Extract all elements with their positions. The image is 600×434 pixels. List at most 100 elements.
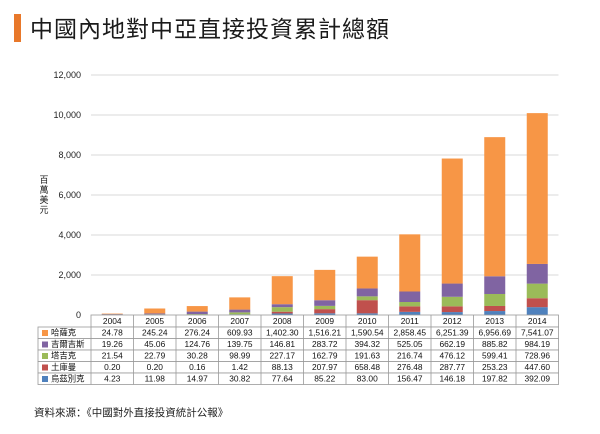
bar-segment <box>186 314 208 315</box>
data-label: 1.42 <box>232 362 249 372</box>
data-label: 146.18 <box>439 374 465 384</box>
data-label: 394.32 <box>354 339 380 349</box>
legend-entry: 吉爾吉斯 <box>51 339 85 349</box>
legend-swatch <box>42 341 48 348</box>
bar-segment <box>399 306 421 312</box>
data-label: 392.09 <box>524 374 550 384</box>
x-tick-label: 2011 <box>401 316 419 326</box>
data-label: 227.17 <box>269 351 295 361</box>
data-label: 1,402.30 <box>266 328 299 338</box>
bar-segment <box>314 309 336 314</box>
data-label: 139.75 <box>227 339 253 349</box>
data-label: 88.13 <box>272 362 293 372</box>
data-label: 98.99 <box>229 351 250 361</box>
bar-segment <box>356 300 378 314</box>
data-label: 22.79 <box>144 351 165 361</box>
bar-segment <box>484 305 506 312</box>
source-note: 資料來源：《中國對外直接投資統計公報》 <box>34 407 229 419</box>
bar-segment <box>314 300 336 306</box>
bar-segment <box>484 137 506 277</box>
title-accent-bar <box>14 14 21 42</box>
y-tick-label: 6,000 <box>58 190 81 200</box>
data-label: 728.96 <box>524 351 550 361</box>
bar-segment <box>314 269 336 301</box>
bar-segment <box>356 296 378 301</box>
data-label: 6,956.69 <box>478 328 511 338</box>
data-label: 85.22 <box>314 374 335 384</box>
bar-segment <box>399 291 421 303</box>
data-label: 525.05 <box>397 339 423 349</box>
bar-segment <box>271 313 293 315</box>
y-axis-label-char: 萬 <box>39 184 48 196</box>
x-tick-label: 2004 <box>103 316 122 326</box>
data-label: 124.76 <box>184 339 210 349</box>
data-label: 245.24 <box>142 328 168 338</box>
table-row <box>37 372 559 385</box>
bar-segment <box>526 307 548 315</box>
x-tick-label: 2013 <box>485 316 504 326</box>
bar-segment <box>526 283 548 299</box>
data-label: 83.00 <box>357 374 378 384</box>
x-tick-label: 2008 <box>273 316 292 326</box>
data-label: 4.23 <box>104 374 121 384</box>
x-tick-label: 2014 <box>528 316 547 326</box>
data-label: 24.78 <box>102 328 123 338</box>
data-label: 283.72 <box>312 339 338 349</box>
bar-segment <box>441 158 463 284</box>
data-label: 6,251.39 <box>436 328 469 338</box>
data-label: 30.82 <box>229 374 250 384</box>
data-label: 984.19 <box>524 339 550 349</box>
y-tick-label: 2,000 <box>58 270 81 280</box>
legend-entry: 哈薩克 <box>51 328 77 338</box>
bar-segment <box>356 256 378 289</box>
bar-segment <box>144 308 166 314</box>
data-label: 7,541.07 <box>521 328 554 338</box>
bar-segment <box>144 313 166 315</box>
data-label: 197.82 <box>482 374 508 384</box>
data-label: 207.97 <box>312 362 338 372</box>
legend-entry: 烏茲別克 <box>51 374 85 384</box>
data-label: 276.24 <box>184 328 210 338</box>
y-axis-label-char: 百 <box>39 175 48 186</box>
bar-segment <box>271 276 293 305</box>
data-label: 662.19 <box>439 339 465 349</box>
data-label: 609.93 <box>227 328 253 338</box>
data-label: 216.74 <box>397 351 423 361</box>
y-axis-label-char: 元 <box>39 206 48 216</box>
legend-entry: 土庫曼 <box>51 362 76 372</box>
data-label: 11.98 <box>145 374 166 384</box>
data-label: 599.41 <box>482 351 508 361</box>
data-label: 45.06 <box>144 339 165 349</box>
bar-segment <box>356 288 378 297</box>
bar-segment <box>526 298 548 308</box>
data-label: 14.97 <box>187 374 208 384</box>
bar-segment <box>229 297 251 310</box>
bar-segment <box>441 283 463 297</box>
bar-segment <box>399 311 421 315</box>
bar-segment <box>271 307 293 312</box>
legend-swatch <box>42 364 48 371</box>
bar-segment <box>229 309 251 313</box>
data-label: 0.16 <box>189 362 206 372</box>
data-label: 77.64 <box>272 374 293 384</box>
x-tick-label: 2005 <box>145 316 164 326</box>
bar-segment <box>356 313 378 315</box>
bar-segment <box>314 313 336 315</box>
y-tick-label: 12,000 <box>53 70 81 80</box>
y-tick-label: 10,000 <box>53 110 81 120</box>
bar-segment <box>186 306 208 312</box>
bar-segment <box>314 305 336 310</box>
bar-segment <box>271 304 293 308</box>
x-tick-label: 2006 <box>188 316 207 326</box>
data-label: 0.20 <box>147 362 164 372</box>
bar-segment <box>441 296 463 307</box>
page-title: 中國內地對中亞直接投資累計總額 <box>30 17 390 43</box>
bar-segment <box>399 234 421 292</box>
data-label: 0.20 <box>104 362 121 372</box>
data-label: 287.77 <box>439 362 465 372</box>
data-label: 156.47 <box>397 374 423 384</box>
bar-segment <box>271 311 293 314</box>
data-label: 1,590.54 <box>351 328 384 338</box>
y-tick-label: 4,000 <box>58 230 81 240</box>
